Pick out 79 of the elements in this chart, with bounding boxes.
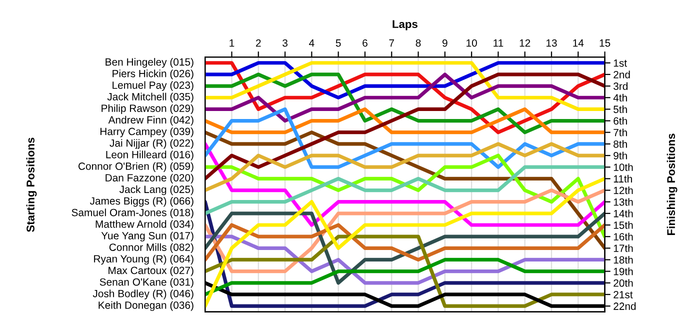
y2-tick-label: 10th [614, 163, 633, 171]
line-series [205, 107, 605, 169]
series-label: Ben Hingeley (015) [106, 58, 194, 68]
series-label: Jack Lang (025) [119, 185, 194, 196]
text: Starting Positions [26, 138, 37, 232]
y2-tick-label: 20th [614, 279, 633, 287]
y2-tick-label: 9th [614, 152, 627, 160]
y2-tick-label: 1st [614, 59, 627, 67]
series-label: Dan Fazzone (020) [106, 174, 194, 184]
y2-tick-label: 16th [614, 232, 633, 240]
series-label: Piers Hickin (026) [112, 70, 194, 80]
y2-tick-label: 12th [614, 186, 633, 194]
y2-tick-label: 22nd [614, 302, 636, 310]
y2-tick-label: 21st [614, 290, 633, 298]
x-tick-label: 6 [362, 39, 368, 47]
y2-tick-label: 14th [614, 210, 633, 218]
x-tick-label: 10 [466, 39, 477, 47]
x-tick-label: 3 [282, 39, 288, 47]
series-label: Philip Rawson (029) [102, 104, 194, 114]
y2-tick-label: 19th [614, 268, 633, 276]
y2-tick-label: 2nd [614, 70, 630, 78]
series-label: Ryan Young (R) (064) [94, 254, 194, 265]
line-series [205, 200, 605, 308]
line-series [205, 223, 605, 262]
series-label: Keith Donegan (036) [98, 301, 194, 311]
x-tick-label: 5 [336, 39, 341, 47]
y2-tick-label: 13th [614, 198, 633, 206]
line-series [205, 234, 605, 308]
series-label: Yue Yang Sun (017) [101, 232, 194, 242]
series-label: Connor Mills (082) [109, 243, 194, 254]
x-tick-label: 11 [494, 39, 504, 47]
line-series [205, 258, 605, 296]
y2-tick-label: 15th [614, 221, 633, 229]
y2-tick-label: 3rd [614, 82, 628, 90]
y2-tick-label: 7th [614, 128, 627, 136]
series-label: Jai Nijjar (R) (022) [110, 139, 194, 149]
x-tick-label: 12 [520, 39, 530, 47]
line-series [205, 234, 605, 285]
series-label: Leon Hilleard (016) [106, 150, 194, 160]
x-tick-label: 2 [256, 39, 261, 47]
x-tick-label: 14 [573, 39, 584, 47]
x-tick-label: 7 [389, 39, 394, 47]
x-tick-label: 9 [442, 39, 448, 47]
x-tick-label: 15 [600, 39, 610, 47]
series-label: Lemuel Pay (023) [112, 81, 194, 91]
x-tick-label: 13 [546, 39, 557, 47]
line-series [205, 176, 605, 308]
series-label: Connor O'Brien (R) (059) [78, 162, 194, 172]
series-label: Max Cartoux (027) [108, 266, 194, 276]
series-label: James Biggs (R) (066) [90, 196, 194, 207]
series-label: Samuel Oram-Jones (018) [72, 208, 194, 218]
series-label: Andrew Finn (042) [108, 116, 194, 126]
x-tick-label: 4 [309, 39, 314, 47]
y2-tick-label: 18th [614, 256, 633, 264]
y2-tick-label: 6th [614, 117, 627, 125]
series-label: Harry Campey (039) [100, 128, 194, 138]
y2-tick-label: 5th [614, 105, 627, 114]
line-series [205, 61, 605, 112]
y2-tick-label: 8th [614, 140, 627, 148]
series-label: Senan O'Kane (031) [100, 278, 194, 288]
series-label: Matthew Arnold (034) [96, 220, 194, 230]
line-series [205, 165, 605, 216]
y2-axis-title: Finishing Positions [666, 134, 678, 235]
line-series [205, 61, 605, 100]
line-series [205, 72, 605, 123]
y2-tick-label: 11th [614, 174, 632, 183]
x-tick-label: 8 [416, 39, 421, 47]
line-series [205, 188, 605, 274]
series-label: Jack Mitchell (035) [107, 92, 194, 102]
line-series [205, 72, 605, 134]
line-series [205, 142, 605, 227]
line-series [205, 212, 605, 285]
series-label: Josh Bodley (R) (046) [92, 290, 194, 300]
y2-tick-label: 4th [613, 94, 627, 102]
x-tick-label: 1 [230, 39, 234, 47]
x-axis-title: Laps [392, 20, 418, 30]
line-series [205, 142, 605, 192]
y2-tick-label: 17th [614, 244, 633, 252]
line-series [205, 72, 605, 180]
